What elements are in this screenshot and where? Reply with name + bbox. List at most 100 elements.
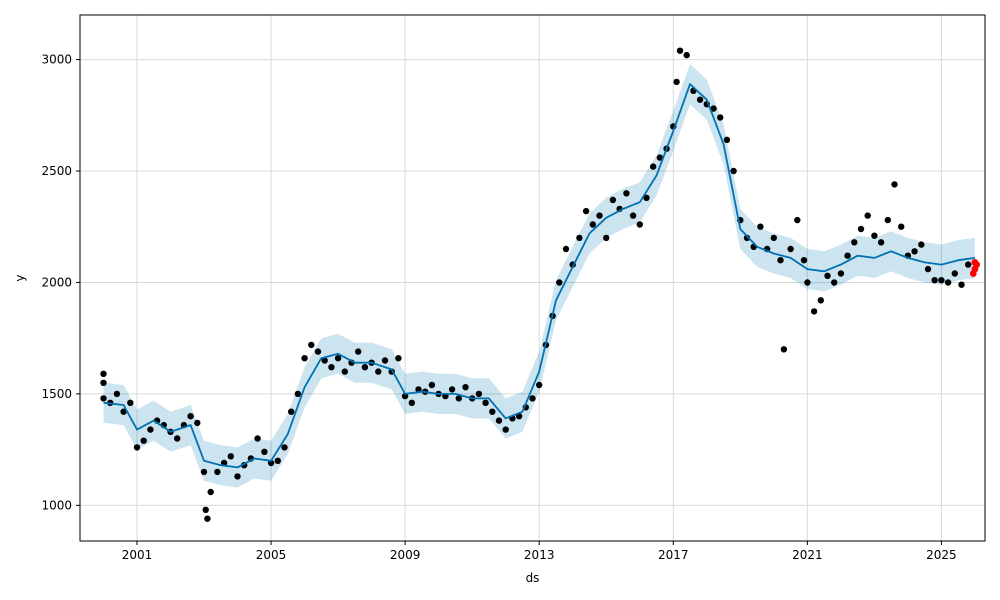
observed-point <box>200 468 208 476</box>
observed-point <box>810 308 818 315</box>
observed-point <box>596 212 603 219</box>
x-tick-label: 2001 <box>122 548 153 562</box>
observed-point <box>800 257 808 264</box>
observed-point <box>629 212 637 219</box>
observed-point <box>120 408 127 415</box>
observed-point <box>408 399 415 406</box>
forecast-line <box>103 83 976 469</box>
y-axis-ticks: 1000 1500 2000 2500 3000 <box>41 53 80 512</box>
observed-point <box>147 426 154 433</box>
observed-point <box>730 167 737 175</box>
observed-point <box>415 386 422 393</box>
observed-point <box>864 212 871 219</box>
observed-point <box>214 468 221 476</box>
observed-point <box>757 223 764 230</box>
observed-point <box>911 248 918 255</box>
observed-point <box>898 223 905 230</box>
x-axis-label: ds <box>526 571 540 585</box>
y-tick-label: 2500 <box>41 164 72 178</box>
observed-point <box>777 257 784 264</box>
observed-point <box>140 437 147 444</box>
observed-point <box>234 473 241 480</box>
observed-point <box>696 96 704 103</box>
observed-point <box>944 279 952 286</box>
observed-point <box>314 348 322 355</box>
observed-point <box>301 355 308 362</box>
highlighted-point <box>973 261 980 268</box>
x-tick-label: 2025 <box>926 548 957 562</box>
observed-point <box>556 279 563 286</box>
observed-point <box>851 239 858 246</box>
observed-point <box>127 399 134 406</box>
observed-point <box>717 114 724 121</box>
observed-point <box>495 417 503 424</box>
observed-point <box>650 163 657 170</box>
observed-point <box>529 395 536 402</box>
observed-point <box>328 364 335 371</box>
y-tick-label: 3000 <box>41 53 72 67</box>
observed-point <box>254 435 261 442</box>
observed-point <box>475 390 483 398</box>
observed-point <box>133 444 141 451</box>
observed-point <box>673 78 680 86</box>
x-axis-ticks: 2001 2005 2009 2013 2017 2021 2025 <box>122 541 957 562</box>
observed-point <box>643 194 650 201</box>
observed-point <box>207 488 214 496</box>
observed-point <box>831 279 838 286</box>
observed-point <box>951 270 958 277</box>
observed-point <box>938 277 945 284</box>
highlighted-points <box>969 259 980 277</box>
observed-point <box>770 234 777 242</box>
observed-point <box>824 272 831 279</box>
uncertainty-band <box>103 64 975 488</box>
observed-point <box>274 457 281 464</box>
observed-point <box>623 190 630 197</box>
observed-point <box>462 384 469 391</box>
observed-point <box>100 379 107 386</box>
x-tick-label: 2013 <box>524 548 555 562</box>
observed-point <box>877 239 885 246</box>
observed-point <box>428 381 436 389</box>
observed-point <box>482 399 489 406</box>
y-tick-label: 2000 <box>41 275 72 289</box>
observed-point <box>965 261 972 268</box>
observed-point <box>455 395 462 402</box>
observed-point <box>576 234 583 242</box>
observed-point <box>794 216 801 224</box>
observed-point <box>857 225 865 233</box>
observed-point <box>844 252 851 259</box>
observed-point <box>931 277 938 284</box>
observed-point <box>891 181 898 188</box>
observed-point <box>194 419 201 427</box>
observed-point <box>636 221 643 228</box>
observed-point <box>227 453 234 460</box>
uncertainty-band-area <box>103 64 975 488</box>
plot-frame <box>79 14 986 542</box>
observed-point <box>261 448 268 455</box>
observed-point <box>281 444 288 451</box>
observed-point <box>448 386 456 393</box>
observed-point <box>582 207 590 215</box>
observed-point <box>502 426 509 433</box>
observed-point <box>871 232 878 239</box>
observed-point <box>589 221 596 228</box>
observed-point <box>113 390 121 398</box>
observed-point <box>308 341 315 349</box>
observed-point <box>489 408 496 415</box>
observed-point <box>723 136 731 143</box>
y-tick-label: 1000 <box>41 498 72 512</box>
observed-point <box>603 234 610 242</box>
observed-point <box>884 216 891 224</box>
observed-point <box>609 196 617 204</box>
observed-point <box>743 234 751 242</box>
observed-point <box>918 241 925 248</box>
observed-point <box>958 281 965 288</box>
observed-point <box>187 413 194 420</box>
observed-point <box>536 381 543 389</box>
y-tick-label: 1500 <box>41 387 72 401</box>
observed-point <box>174 435 181 442</box>
x-tick-label: 2021 <box>792 548 823 562</box>
observed-point <box>562 245 570 253</box>
